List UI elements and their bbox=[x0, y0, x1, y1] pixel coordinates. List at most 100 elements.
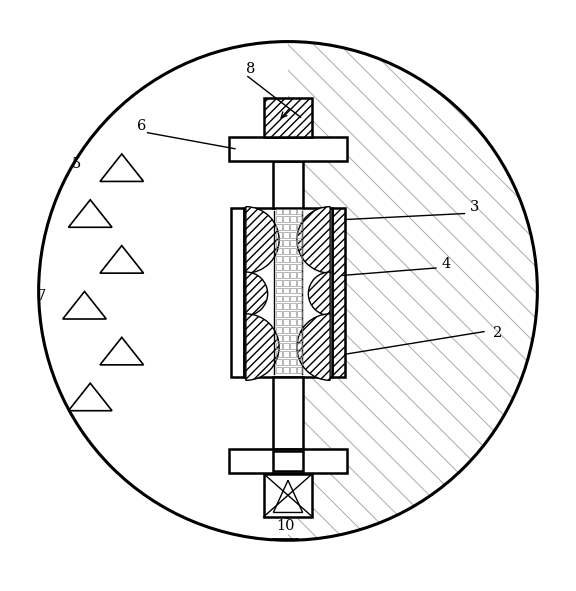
Bar bbox=[290, 367, 295, 372]
Polygon shape bbox=[63, 291, 107, 319]
Bar bbox=[276, 296, 282, 301]
Bar bbox=[276, 209, 282, 215]
Bar bbox=[290, 351, 295, 357]
Bar bbox=[276, 351, 282, 357]
Bar bbox=[273, 377, 303, 449]
Bar bbox=[290, 232, 295, 238]
Bar bbox=[290, 319, 295, 325]
Bar bbox=[290, 209, 295, 215]
Bar bbox=[290, 256, 295, 262]
Bar bbox=[283, 272, 289, 278]
Bar bbox=[297, 319, 302, 325]
Bar bbox=[290, 327, 295, 333]
Bar bbox=[297, 209, 302, 215]
Bar bbox=[283, 359, 289, 365]
Bar bbox=[276, 288, 282, 294]
Bar bbox=[297, 248, 302, 254]
Bar bbox=[276, 303, 282, 309]
Bar bbox=[297, 327, 302, 333]
Bar bbox=[297, 225, 302, 230]
Bar bbox=[283, 225, 289, 230]
Bar bbox=[276, 359, 282, 365]
Bar bbox=[297, 232, 302, 238]
Bar bbox=[283, 216, 289, 222]
Bar bbox=[290, 311, 295, 317]
Text: 2: 2 bbox=[492, 326, 502, 340]
Bar bbox=[283, 232, 289, 238]
Circle shape bbox=[39, 41, 537, 540]
Polygon shape bbox=[100, 337, 143, 365]
Bar bbox=[283, 240, 289, 246]
Bar bbox=[290, 240, 295, 246]
Bar bbox=[276, 272, 282, 278]
Bar bbox=[273, 135, 303, 137]
Wedge shape bbox=[246, 207, 279, 273]
Bar bbox=[290, 303, 295, 309]
Polygon shape bbox=[69, 383, 112, 411]
Bar bbox=[283, 351, 289, 357]
Bar bbox=[276, 280, 282, 285]
Bar bbox=[290, 280, 295, 285]
Bar bbox=[283, 256, 289, 262]
Bar bbox=[297, 359, 302, 365]
Bar bbox=[229, 449, 347, 473]
Bar bbox=[283, 296, 289, 301]
Bar bbox=[283, 303, 289, 309]
Bar bbox=[283, 280, 289, 285]
Bar bbox=[273, 452, 303, 471]
Bar bbox=[264, 474, 312, 517]
Bar bbox=[297, 272, 302, 278]
Bar bbox=[283, 311, 289, 317]
Bar bbox=[297, 280, 302, 285]
Bar bbox=[297, 335, 302, 341]
Bar bbox=[283, 367, 289, 372]
Bar bbox=[290, 272, 295, 278]
Bar bbox=[276, 367, 282, 372]
Bar bbox=[276, 335, 282, 341]
Bar bbox=[244, 208, 332, 377]
Bar bbox=[231, 208, 244, 377]
Bar bbox=[290, 216, 295, 222]
Bar bbox=[290, 248, 295, 254]
Bar bbox=[276, 327, 282, 333]
Bar bbox=[283, 319, 289, 325]
Wedge shape bbox=[308, 272, 330, 316]
Bar bbox=[290, 335, 295, 341]
Bar bbox=[283, 264, 289, 269]
Polygon shape bbox=[100, 246, 143, 273]
Bar bbox=[297, 264, 302, 269]
Bar bbox=[276, 240, 282, 246]
Bar bbox=[297, 343, 302, 349]
Bar bbox=[290, 343, 295, 349]
Bar bbox=[273, 161, 303, 208]
Text: 6: 6 bbox=[137, 119, 146, 134]
Wedge shape bbox=[297, 314, 330, 381]
Bar bbox=[297, 311, 302, 317]
Bar bbox=[283, 327, 289, 333]
Bar bbox=[297, 351, 302, 357]
Bar bbox=[290, 288, 295, 294]
Bar bbox=[290, 264, 295, 269]
Bar bbox=[290, 296, 295, 301]
Text: 10: 10 bbox=[276, 519, 294, 533]
Bar bbox=[283, 248, 289, 254]
Bar bbox=[297, 256, 302, 262]
Bar bbox=[290, 225, 295, 230]
Bar bbox=[276, 264, 282, 269]
Bar bbox=[276, 311, 282, 317]
Polygon shape bbox=[69, 200, 112, 228]
Bar bbox=[276, 343, 282, 349]
Bar bbox=[297, 303, 302, 309]
Bar bbox=[276, 225, 282, 230]
Wedge shape bbox=[297, 207, 330, 273]
Wedge shape bbox=[246, 272, 268, 316]
Bar bbox=[332, 208, 345, 377]
Bar bbox=[283, 343, 289, 349]
Bar bbox=[276, 216, 282, 222]
Bar bbox=[276, 319, 282, 325]
Bar bbox=[283, 209, 289, 215]
Wedge shape bbox=[246, 314, 279, 381]
Bar bbox=[297, 216, 302, 222]
Text: 8: 8 bbox=[246, 62, 255, 76]
Text: 4: 4 bbox=[441, 257, 450, 271]
